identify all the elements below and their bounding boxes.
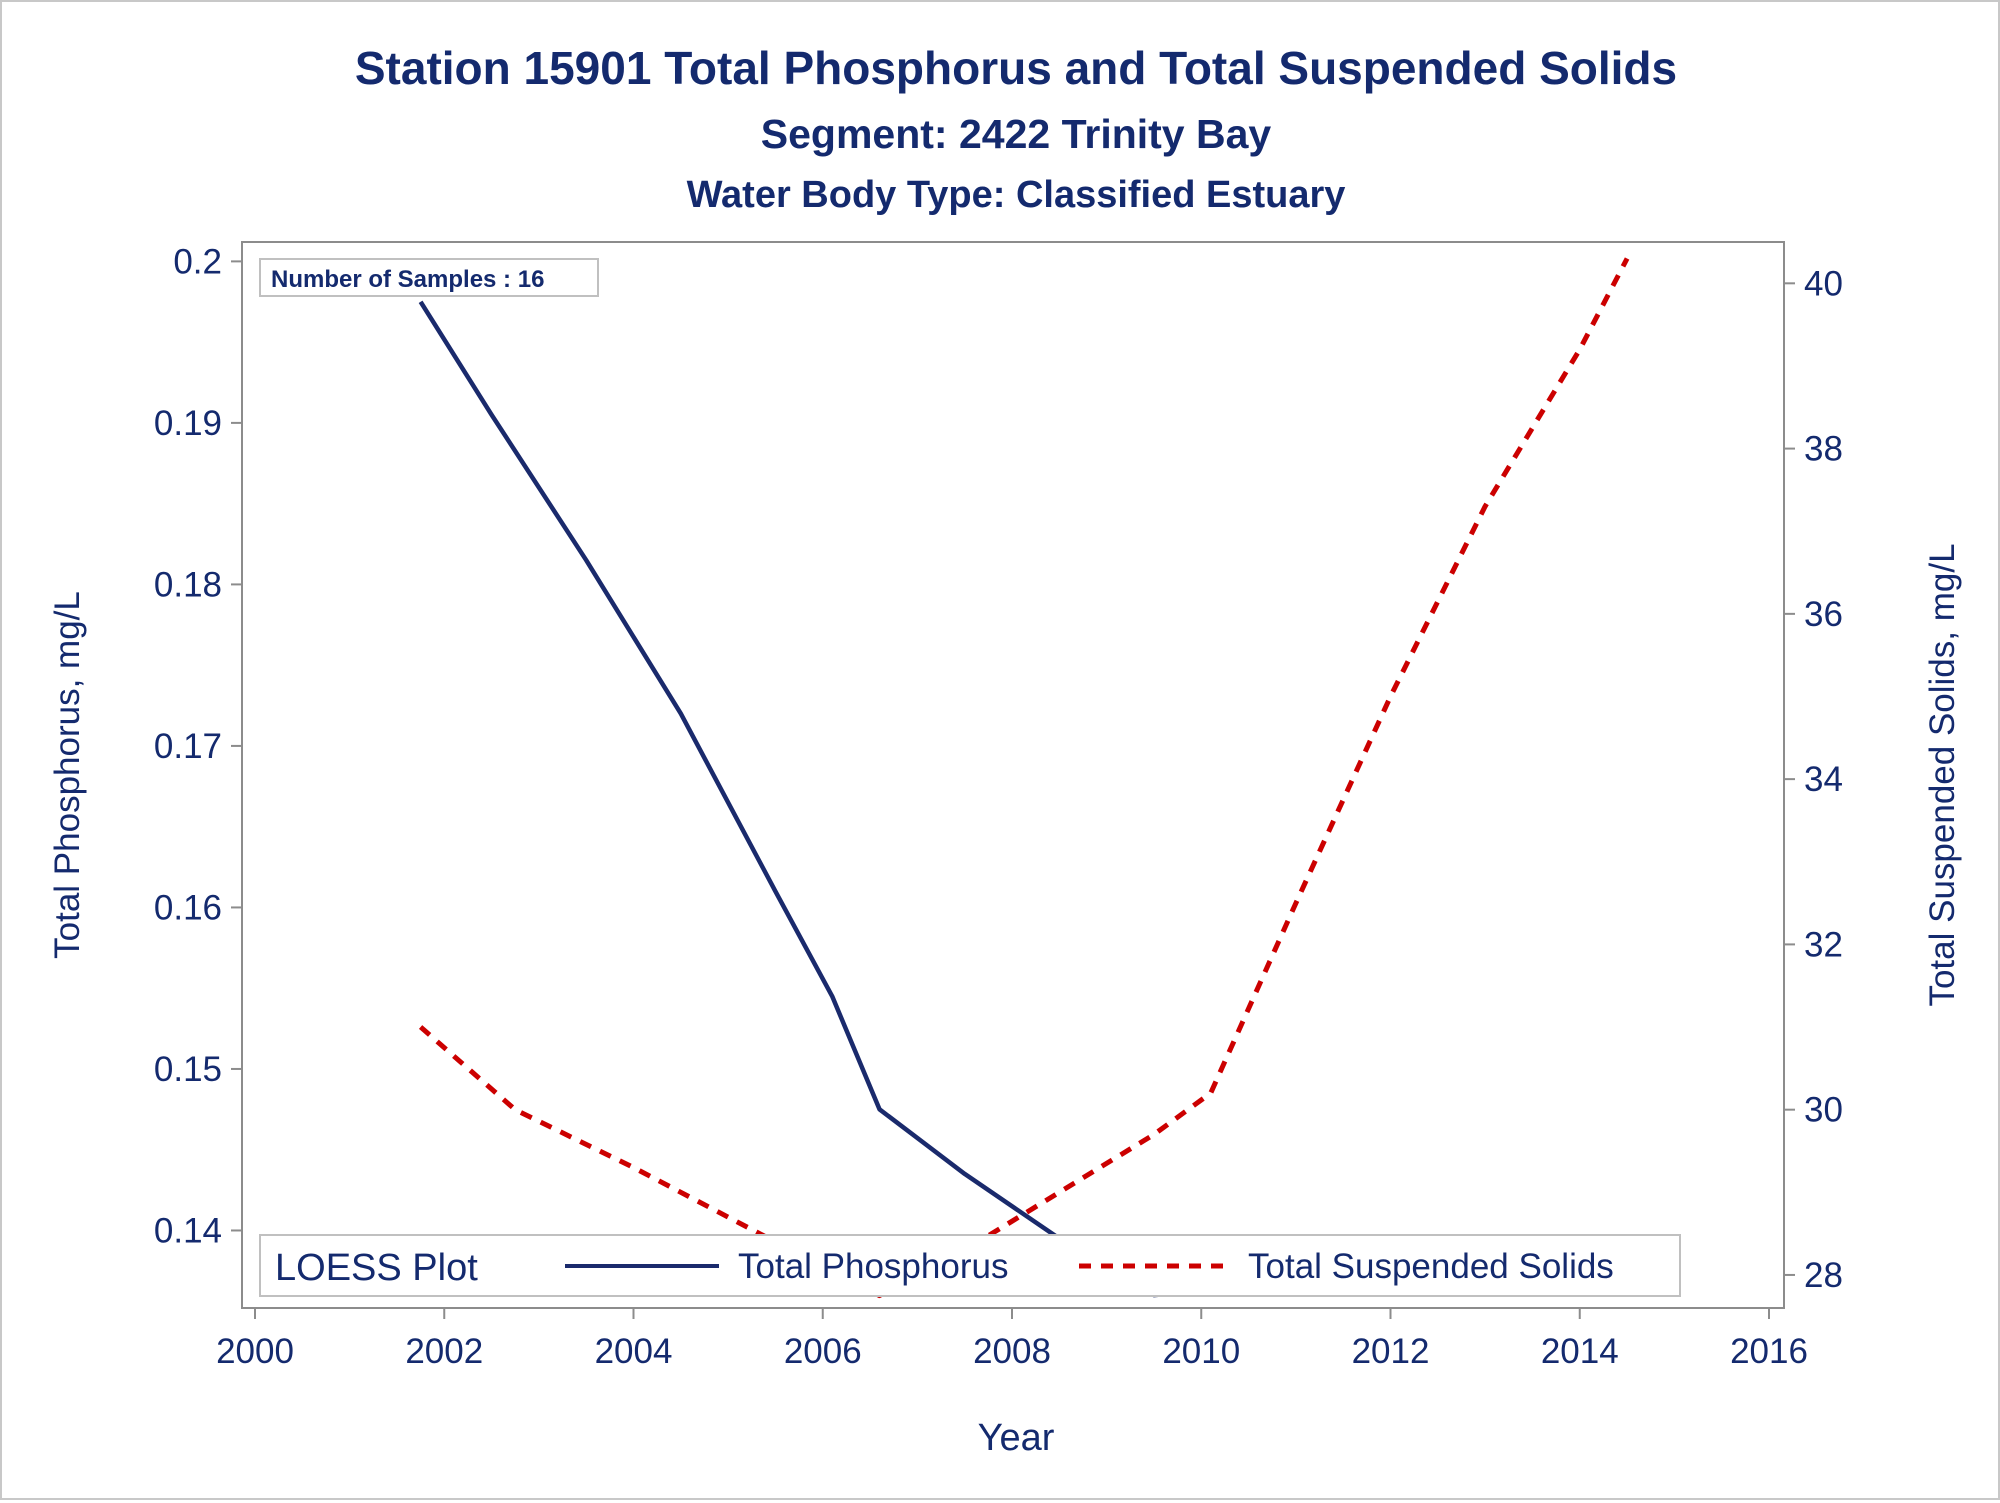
y-left-tick-label-0.16: 0.16: [154, 888, 222, 927]
legend-label-total-suspended-solids: Total Suspended Solids: [1248, 1247, 1614, 1286]
y-left-tick-label-0.18: 0.18: [154, 565, 222, 604]
y-left-tick-label-0.19: 0.19: [154, 404, 222, 443]
y-right-tick-label-40: 40: [1804, 264, 1843, 303]
y-left-tick-label-0.14: 0.14: [154, 1211, 222, 1250]
series-line-total-phosphorus: [418, 300, 1628, 1298]
chart-subtitle-2: Water Body Type: Classified Estuary: [687, 174, 1346, 216]
y-left-tick-label-0.2: 0.2: [173, 242, 222, 281]
y-right-tick-label-30: 30: [1804, 1091, 1843, 1130]
y-left-tick-label-0.15: 0.15: [154, 1050, 222, 1089]
legend-label-total-phosphorus: Total Phosphorus: [738, 1247, 1008, 1286]
x-tick-label-2000: 2000: [216, 1332, 294, 1371]
chart-subtitle: Segment: 2422 Trinity Bay: [761, 111, 1272, 157]
legend-title: LOESS Plot: [275, 1247, 478, 1289]
x-tick-label-2010: 2010: [1162, 1332, 1240, 1371]
x-tick-label-2006: 2006: [784, 1332, 862, 1371]
x-tick-label-2008: 2008: [973, 1332, 1051, 1371]
x-tick-label-2012: 2012: [1352, 1332, 1430, 1371]
y-left-tick-label-0.17: 0.17: [154, 727, 222, 766]
plot-area: 2000 2002 2004 2006 2008 2010 2012 2014 2016 0.14…: [154, 241, 1843, 1371]
x-tick-label-2016: 2016: [1730, 1332, 1808, 1371]
annotation-text: Number of Samples : 16: [271, 266, 544, 293]
y-right-tick-label-38: 38: [1804, 430, 1843, 469]
sample-count-annotation: Number of Samples : 16: [259, 258, 599, 297]
annotation-box: [259, 258, 599, 297]
x-axis-label: Year: [978, 1417, 1055, 1459]
y-axis-left-label: Total Phosphorus, mg/L: [48, 591, 87, 959]
chart-title: Station 15901 Total Phosphorus and Total…: [355, 42, 1677, 94]
legend: LOESS Plot Total Phosphorus Total Suspen…: [259, 1234, 1681, 1297]
series-line-total-suspended-solids: [418, 257, 1630, 1299]
legend-box: [259, 1234, 1681, 1297]
x-tick-label-2002: 2002: [405, 1332, 483, 1371]
x-tick-label-2014: 2014: [1541, 1332, 1619, 1371]
y-right-tick-label-32: 32: [1804, 925, 1843, 964]
y-right-tick-label-34: 34: [1804, 760, 1843, 799]
y-right-tick-label-36: 36: [1804, 595, 1843, 634]
y-right-tick-label-28: 28: [1804, 1256, 1843, 1295]
plot-border: [241, 241, 1785, 1309]
y-axis-right-label: Total Suspended Solids, mg/L: [1923, 543, 1962, 1006]
x-tick-label-2004: 2004: [595, 1332, 673, 1371]
